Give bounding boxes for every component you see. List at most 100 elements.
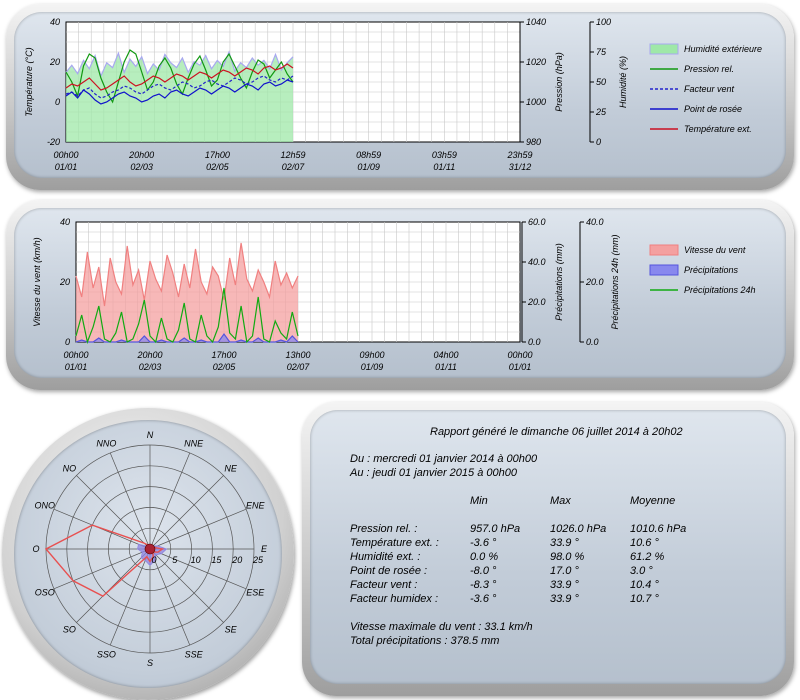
- rose-ring-label: 15: [211, 555, 222, 565]
- row-min: 0.0 %: [470, 551, 499, 563]
- row-min: -3.6 °: [470, 593, 497, 605]
- x-tick-time: 20h00: [136, 350, 162, 360]
- y-right1-tick: 0.0: [528, 337, 541, 347]
- header-min: Min: [470, 495, 488, 507]
- legend-label: Température ext.: [684, 124, 752, 134]
- legend-swatch: [649, 244, 679, 256]
- x-tick-date: 02/07: [287, 362, 311, 372]
- rose-spoke: [109, 548, 151, 646]
- rose-spoke: [149, 452, 191, 550]
- row-label: Pression rel. :: [350, 523, 418, 535]
- y-right2-tick: 0.0: [586, 337, 599, 347]
- row-label: Facteur humidex :: [350, 593, 439, 605]
- y-right2-tick: 0: [596, 137, 601, 147]
- y-right1-tick: 20.0: [527, 297, 546, 307]
- y-right1-tick: 1040: [526, 17, 546, 27]
- row-max: 17.0 °: [550, 565, 579, 577]
- y-right2-tick: 20.0: [585, 277, 604, 287]
- rose-direction-label: N: [147, 430, 154, 440]
- y-right2-label: Précipitations 24h (mm): [610, 234, 620, 329]
- rose-ring-label: 20: [231, 555, 242, 565]
- x-tick-date: 01/01: [65, 362, 88, 372]
- y-right1-tick: 60.0: [528, 217, 546, 227]
- rose-spoke: [149, 548, 224, 623]
- rose-direction-label: SO: [63, 625, 76, 635]
- row-max: 98.0 %: [550, 551, 585, 563]
- y-right2-tick: 75: [596, 47, 607, 57]
- row-max: 1026.0 hPa: [550, 523, 607, 535]
- x-tick-time: 08h59: [356, 150, 381, 160]
- rose-direction-label: ESE: [246, 588, 265, 598]
- x-tick-time: 20h00: [128, 150, 154, 160]
- rose-spoke: [149, 548, 191, 646]
- series-line: [75, 332, 299, 343]
- x-tick-date: 01/09: [357, 162, 380, 172]
- rose-direction-label: SSE: [185, 649, 204, 659]
- y-right1-tick: 980: [526, 137, 541, 147]
- row-min: 957.0 hPa: [470, 523, 521, 535]
- y-right2-tick: 50: [596, 77, 606, 87]
- x-tick-date: 01/11: [433, 162, 455, 172]
- y-right1-tick: 40.0: [528, 257, 546, 267]
- series-line: [65, 79, 294, 105]
- x-tick-time: 03h59: [432, 150, 457, 160]
- row-min: -8.0 °: [470, 565, 497, 577]
- x-tick-date: 01/11: [435, 362, 457, 372]
- y-left-label: Température (°C): [24, 47, 34, 116]
- y-right1-tick: 1000: [526, 97, 546, 107]
- x-tick-date: 01/01: [509, 362, 532, 372]
- rose-spoke: [149, 475, 224, 550]
- y-left-tick: -20: [47, 137, 60, 147]
- header-max: Max: [550, 495, 571, 507]
- x-tick-time: 12h59: [280, 150, 305, 160]
- x-tick-time: 00h00: [53, 150, 78, 160]
- rose-direction-label: OSO: [35, 588, 55, 598]
- x-tick-date: 01/09: [361, 362, 384, 372]
- x-tick-time: 17h00: [211, 350, 236, 360]
- row-max: 33.9 °: [550, 537, 579, 549]
- row-avg: 10.6 °: [630, 537, 659, 549]
- row-avg: 10.4 °: [630, 579, 659, 591]
- x-tick-date: 02/05: [206, 162, 230, 172]
- row-min: -8.3 °: [470, 579, 497, 591]
- rose-direction-label: NNO: [96, 439, 116, 449]
- x-tick-time: 04h00: [433, 350, 458, 360]
- legend-label: Vitesse du vent: [684, 245, 746, 255]
- y-right1-label: Précipitations (mm): [554, 243, 564, 321]
- y-right2-tick: 100: [596, 17, 611, 27]
- rose-spoke: [109, 452, 151, 550]
- total-rain: Total précipitations : 378.5 mm: [350, 635, 500, 647]
- y-right2-tick: 25: [595, 107, 607, 117]
- y-left-tick: 0: [65, 337, 70, 347]
- row-label: Température ext. :: [350, 537, 439, 549]
- x-tick-date: 02/07: [282, 162, 306, 172]
- row-label: Facteur vent :: [350, 579, 418, 591]
- y-left-tick: 40: [50, 17, 60, 27]
- rose-spoke: [149, 548, 247, 590]
- y-left-tick: 40: [60, 217, 70, 227]
- rose-direction-label: NO: [63, 463, 77, 473]
- rose-ring-label: 5: [172, 555, 178, 565]
- x-tick-date: 02/05: [213, 362, 237, 372]
- x-tick-date: 31/12: [509, 162, 532, 172]
- rose-direction-label: SSO: [97, 649, 116, 659]
- row-avg: 3.0 °: [630, 565, 653, 577]
- legend-swatch: [649, 43, 679, 55]
- series-line: [75, 287, 299, 345]
- series-line: [65, 75, 294, 99]
- rose-spoke: [53, 548, 151, 590]
- report-title: Rapport généré le dimanche 06 juillet 20…: [430, 426, 683, 438]
- y-left-tick: 20: [49, 57, 60, 67]
- legend-label: Humidité extérieure: [684, 44, 762, 54]
- rose-spoke: [76, 548, 151, 623]
- report-panel: [302, 402, 794, 696]
- rose-direction-label: E: [261, 544, 268, 554]
- row-avg: 10.7 °: [630, 593, 659, 605]
- header-avg: Moyenne: [630, 495, 676, 507]
- row-min: -3.6 °: [470, 537, 497, 549]
- row-avg: 1010.6 hPa: [630, 523, 687, 535]
- max-wind: Vitesse maximale du vent : 33.1 km/h: [350, 621, 533, 633]
- row-label: Humidité ext. :: [350, 551, 421, 563]
- y-left-tick: 0: [55, 97, 60, 107]
